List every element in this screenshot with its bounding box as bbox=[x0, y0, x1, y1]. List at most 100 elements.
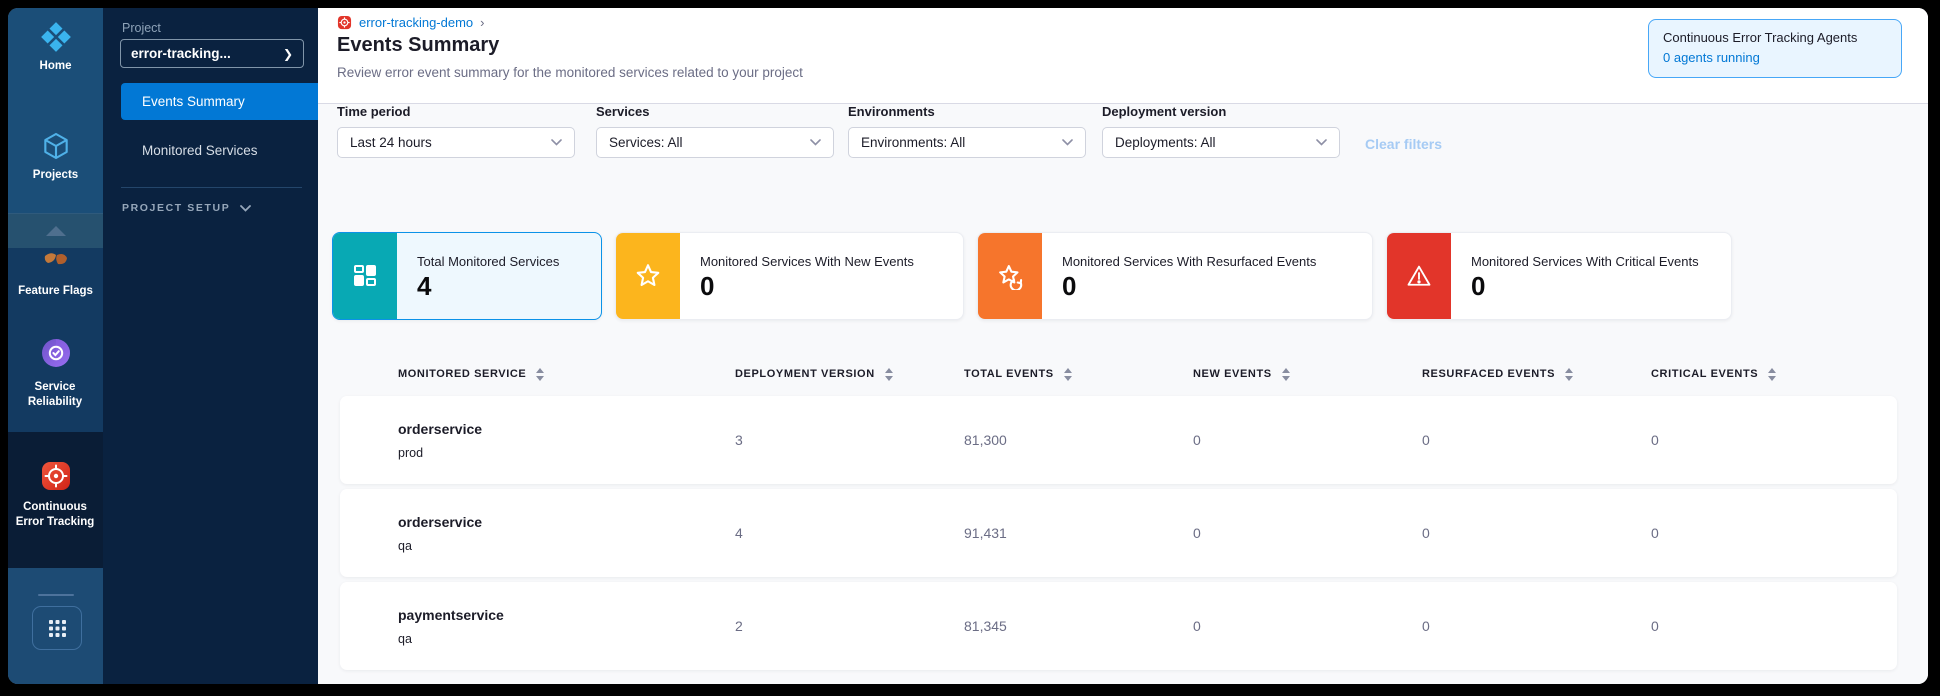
sort-icon bbox=[535, 367, 545, 381]
sort-icon bbox=[1281, 367, 1291, 381]
sidebar-item-label: Feature Flags bbox=[18, 285, 93, 297]
column-header-label: NEW EVENTS bbox=[1193, 368, 1272, 380]
total-events-cell: 81,345 bbox=[964, 618, 1007, 634]
service-environment: qa bbox=[398, 631, 412, 646]
column-header-deployment-version[interactable]: DEPLOYMENT VERSION bbox=[735, 367, 964, 381]
nav-item-monitored-services[interactable]: Monitored Services bbox=[121, 132, 318, 169]
column-header-monitored-service[interactable]: MONITORED SERVICE bbox=[398, 367, 735, 381]
filter-label: Deployment version bbox=[1102, 104, 1227, 119]
project-selector[interactable]: error-tracking... ❯ bbox=[120, 39, 304, 68]
card-value: 0 bbox=[1062, 271, 1077, 301]
resurfaced-events-cell: 0 bbox=[1422, 432, 1430, 448]
card-label: Monitored Services With New Events bbox=[700, 254, 914, 269]
breadcrumb-project-icon bbox=[337, 15, 352, 30]
warning-icon bbox=[1387, 233, 1451, 319]
filter-label: Services bbox=[596, 104, 650, 119]
table-row[interactable]: orderservice prod 3 81,300 0 0 0 bbox=[340, 396, 1897, 484]
agents-running-link[interactable]: 0 agents running bbox=[1663, 50, 1760, 65]
critical-events-cell: 0 bbox=[1651, 432, 1659, 448]
continuous-error-tracking-icon bbox=[8, 460, 103, 492]
card-critical-events[interactable]: Monitored Services With Critical Events … bbox=[1386, 232, 1732, 320]
nav-item-events-summary[interactable]: Events Summary bbox=[121, 83, 318, 120]
column-header-total-events[interactable]: TOTAL EVENTS bbox=[964, 367, 1193, 381]
column-header-new-events[interactable]: NEW EVENTS bbox=[1193, 367, 1422, 381]
filter-environments: Environments Environments: All bbox=[848, 104, 1086, 158]
nav-item-label: Events Summary bbox=[142, 94, 245, 109]
sidebar-divider bbox=[38, 594, 74, 596]
new-events-cell: 0 bbox=[1193, 618, 1201, 634]
card-resurfaced-events[interactable]: Monitored Services With Resurfaced Event… bbox=[977, 232, 1373, 320]
page-title: Events Summary bbox=[337, 34, 500, 56]
sidebar-item-label: Home bbox=[39, 60, 72, 72]
project-selector-value: error-tracking... bbox=[131, 46, 231, 61]
resurfaced-events-cell: 0 bbox=[1422, 525, 1430, 541]
card-value: 4 bbox=[417, 271, 432, 301]
filter-deployment-version: Deployment version Deployments: All bbox=[1102, 104, 1340, 158]
resurfaced-events-cell: 0 bbox=[1422, 618, 1430, 634]
service-environment: prod bbox=[398, 445, 424, 460]
column-header-critical-events[interactable]: CRITICAL EVENTS bbox=[1651, 367, 1897, 381]
chevron-down-icon bbox=[810, 139, 821, 146]
summary-cards: Total Monitored Services 4 Monitored Ser… bbox=[332, 232, 1732, 320]
service-name: orderservice bbox=[398, 513, 483, 530]
sidebar-section-bottom bbox=[8, 568, 103, 684]
card-label: Total Monitored Services bbox=[417, 254, 560, 269]
sort-icon bbox=[884, 367, 894, 381]
breadcrumb-link[interactable]: error-tracking-demo bbox=[359, 15, 474, 30]
events-table: MONITORED SERVICE DEPLOYMENT VERSION TOT… bbox=[340, 352, 1897, 675]
new-events-cell: 0 bbox=[1193, 525, 1201, 541]
all-modules-button[interactable] bbox=[32, 606, 82, 650]
project-nav-panel: Project error-tracking... ❯ Events Summa… bbox=[103, 8, 318, 684]
card-label: Monitored Services With Critical Events bbox=[1471, 254, 1699, 269]
service-environment: qa bbox=[398, 538, 412, 553]
service-cell: paymentservice qa bbox=[398, 607, 735, 646]
card-total-monitored-services[interactable]: Total Monitored Services 4 bbox=[332, 232, 602, 320]
service-cell: orderservice prod bbox=[398, 421, 735, 460]
sort-icon bbox=[1063, 367, 1073, 381]
filter-services: Services Services: All bbox=[596, 104, 834, 158]
table-row[interactable]: paymentservice qa 2 81,345 0 0 0 bbox=[340, 582, 1897, 670]
environments-select[interactable]: Environments: All bbox=[848, 127, 1086, 158]
total-events-cell: 81,300 bbox=[964, 432, 1007, 448]
agents-status-box[interactable]: Continuous Error Tracking Agents 0 agent… bbox=[1648, 19, 1902, 78]
deployments-select[interactable]: Deployments: All bbox=[1102, 127, 1340, 158]
main-content: error-tracking-demo › Events Summary Rev… bbox=[318, 8, 1928, 684]
grid-icon bbox=[48, 619, 66, 637]
feature-flags-icon bbox=[8, 250, 103, 276]
projects-icon bbox=[8, 130, 103, 162]
service-name: orderservice bbox=[398, 420, 483, 437]
table-row[interactable]: orderservice qa 4 91,431 0 0 0 bbox=[340, 489, 1897, 577]
clear-filters-button[interactable]: Clear filters bbox=[1365, 136, 1443, 152]
column-header-resurfaced-events[interactable]: RESURFACED EVENTS bbox=[1422, 367, 1651, 381]
time-period-select[interactable]: Last 24 hours bbox=[337, 127, 575, 158]
column-header-label: RESURFACED EVENTS bbox=[1422, 368, 1556, 380]
sidebar-item-service-reliability[interactable]: Service Reliability bbox=[8, 336, 103, 410]
card-label: Monitored Services With Resurfaced Event… bbox=[1062, 254, 1317, 269]
project-setup-toggle[interactable]: PROJECT SETUP bbox=[122, 202, 252, 214]
critical-events-cell: 0 bbox=[1651, 525, 1659, 541]
total-events-cell: 91,431 bbox=[964, 525, 1007, 541]
select-value: Last 24 hours bbox=[350, 135, 432, 150]
service-cell: orderservice qa bbox=[398, 514, 735, 553]
services-select[interactable]: Services: All bbox=[596, 127, 834, 158]
sidebar-item-continuous-error-tracking[interactable]: Continuous Error Tracking bbox=[8, 460, 103, 530]
sidebar-collapse-band[interactable] bbox=[8, 213, 103, 249]
column-header-label: TOTAL EVENTS bbox=[964, 368, 1054, 380]
sidebar-item-feature-flags[interactable]: Feature Flags bbox=[8, 250, 103, 299]
new-events-cell: 0 bbox=[1193, 432, 1201, 448]
star-icon bbox=[616, 233, 680, 319]
chevron-down-icon bbox=[240, 204, 252, 212]
chevron-down-icon bbox=[551, 139, 562, 146]
sidebar-item-home[interactable]: Home bbox=[8, 20, 103, 74]
project-section-label: Project bbox=[122, 21, 161, 35]
project-setup-label: PROJECT SETUP bbox=[122, 202, 231, 214]
deployment-version-cell: 2 bbox=[735, 618, 743, 634]
select-value: Environments: All bbox=[861, 135, 966, 150]
sidebar-item-projects[interactable]: Projects bbox=[8, 130, 103, 183]
breadcrumb-separator: › bbox=[480, 15, 485, 30]
collapse-up-icon bbox=[45, 226, 66, 236]
filter-label: Environments bbox=[848, 104, 935, 119]
card-new-events[interactable]: Monitored Services With New Events 0 bbox=[615, 232, 964, 320]
card-value: 0 bbox=[700, 271, 715, 301]
deployment-version-cell: 4 bbox=[735, 525, 743, 541]
